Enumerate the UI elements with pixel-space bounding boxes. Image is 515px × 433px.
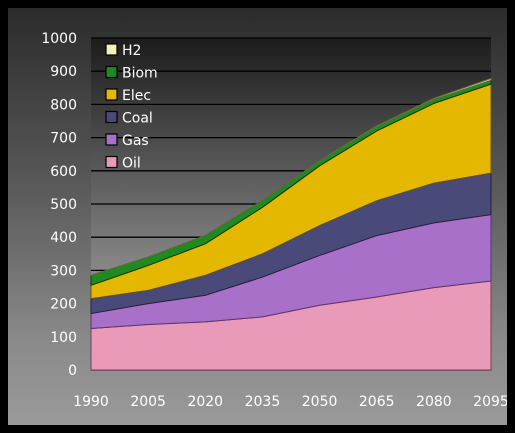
y-tick-label: 300 <box>50 263 77 279</box>
legend-label-oil: Oil <box>122 156 141 172</box>
stacked-area-chart: 0 100 200 300 400 500 600 700 800 900 1000 1990 200… <box>41 31 507 410</box>
y-tick-label: 1000 <box>41 31 77 47</box>
y-tick-label: 900 <box>50 64 77 80</box>
x-tick-label: 1990 <box>73 394 109 410</box>
series-area-h2 <box>90 78 492 276</box>
legend-swatch-elec <box>105 88 118 101</box>
y-tick-label: 800 <box>50 97 77 113</box>
x-tick-label: 2035 <box>245 394 281 410</box>
y-tick-label: 600 <box>50 164 77 180</box>
legend-label-elec: Elec <box>122 88 151 104</box>
y-tick-label: 400 <box>50 230 77 246</box>
legend-label-h2: H2 <box>122 43 141 59</box>
x-tick-label: 2065 <box>359 394 395 410</box>
legend: H2 Biom Elec Coal Gas Oil <box>105 43 158 172</box>
x-tick-label: 2020 <box>187 394 223 410</box>
x-tick-label: 2005 <box>130 394 166 410</box>
legend-swatch-gas <box>105 133 118 146</box>
legend-swatch-h2 <box>105 43 118 56</box>
y-axis-ticks: 0 100 200 300 400 500 600 700 800 900 1000 <box>41 31 77 379</box>
y-tick-label: 0 <box>68 363 77 379</box>
x-tick-label: 2095 <box>473 394 507 410</box>
y-tick-label: 200 <box>50 297 77 313</box>
x-tick-label: 2080 <box>416 394 452 410</box>
y-tick-label: 100 <box>50 330 77 346</box>
legend-label-biom: Biom <box>122 66 158 82</box>
y-tick-label: 500 <box>50 197 77 213</box>
legend-label-coal: Coal <box>122 111 153 127</box>
legend-swatch-biom <box>105 65 118 79</box>
legend-swatch-oil <box>105 155 118 169</box>
y-tick-label: 700 <box>50 131 77 147</box>
legend-swatch-coal <box>105 110 118 124</box>
x-tick-label: 2050 <box>302 394 338 410</box>
chart-frame: 0 100 200 300 400 500 600 700 800 900 1000 1990 200… <box>8 8 507 425</box>
x-axis-ticks: 1990 2005 2020 2035 2050 2065 2080 2095 <box>73 394 507 410</box>
legend-label-gas: Gas <box>122 133 149 149</box>
series-areas <box>90 78 492 371</box>
